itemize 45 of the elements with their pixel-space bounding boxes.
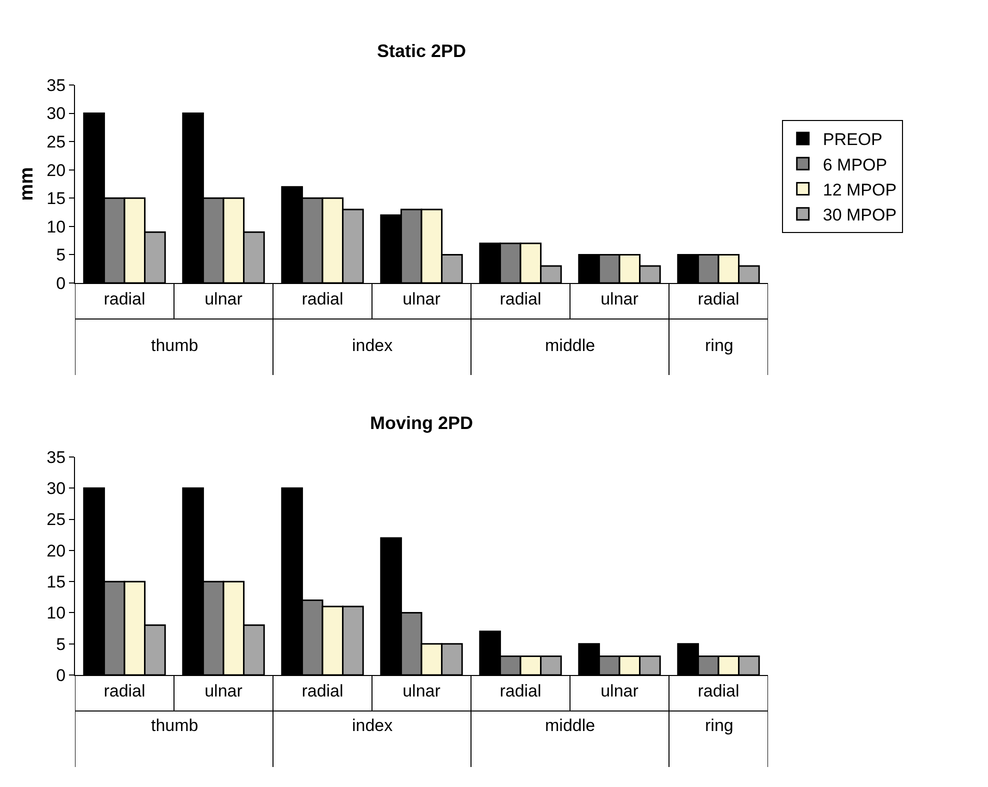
y-tick-label: 30 [46, 479, 66, 498]
text: ring [705, 336, 734, 355]
y-tick-label: 0 [56, 274, 66, 293]
x-tick-label: ulnar [600, 681, 639, 700]
text: middle [545, 336, 596, 355]
y-tick-label: 25 [46, 510, 66, 530]
text: thumb [151, 716, 198, 735]
text: ring [705, 716, 734, 735]
x-tick-label: radial [698, 681, 740, 700]
legend-label: 30 MPOP [822, 205, 897, 224]
text: thumb [151, 336, 198, 355]
x-tick-label: ulnar [204, 289, 243, 308]
legend-label: 6 MPOP [822, 155, 888, 174]
y-tick-label: 30 [46, 104, 66, 124]
y-tick-label: 10 [46, 604, 66, 623]
y-tick-label: 15 [46, 572, 66, 592]
x-tick-label: ulnar [402, 289, 441, 308]
x-tick-label: ulnar [600, 289, 639, 308]
legend-label: PREOP [822, 130, 882, 150]
y-tick-label: 35 [46, 76, 66, 95]
x-tick-label: ulnar [204, 681, 243, 700]
x-tick-label: radial [698, 289, 740, 308]
x-tick-label: radial [104, 289, 146, 308]
y-tick-label: 10 [46, 217, 66, 236]
x-tick-label: radial [500, 289, 542, 308]
y-tick-label: 0 [56, 666, 66, 685]
text: index [352, 336, 394, 355]
legend-label: 12 MPOP [822, 180, 897, 200]
x-tick-label: ulnar [402, 681, 441, 700]
x-tick-label: radial [500, 681, 542, 700]
y-tick-label: 5 [56, 246, 66, 265]
x-tick-label: radial [302, 289, 344, 308]
chart-title: Moving 2PD [370, 413, 474, 433]
y-tick-label: 25 [46, 132, 66, 152]
x-tick-label: radial [104, 681, 146, 700]
y-tick-label: 15 [46, 189, 66, 208]
chart-title: Static 2PD [377, 41, 466, 61]
y-tick-label: 5 [56, 634, 66, 654]
x-tick-label: radial [302, 681, 344, 700]
y-tick-label: 20 [46, 160, 66, 180]
text: index [352, 716, 394, 735]
y-axis-title: mm [16, 167, 38, 201]
y-tick-label: 35 [46, 448, 66, 467]
y-tick-label: 20 [46, 541, 66, 560]
text: middle [545, 716, 596, 735]
